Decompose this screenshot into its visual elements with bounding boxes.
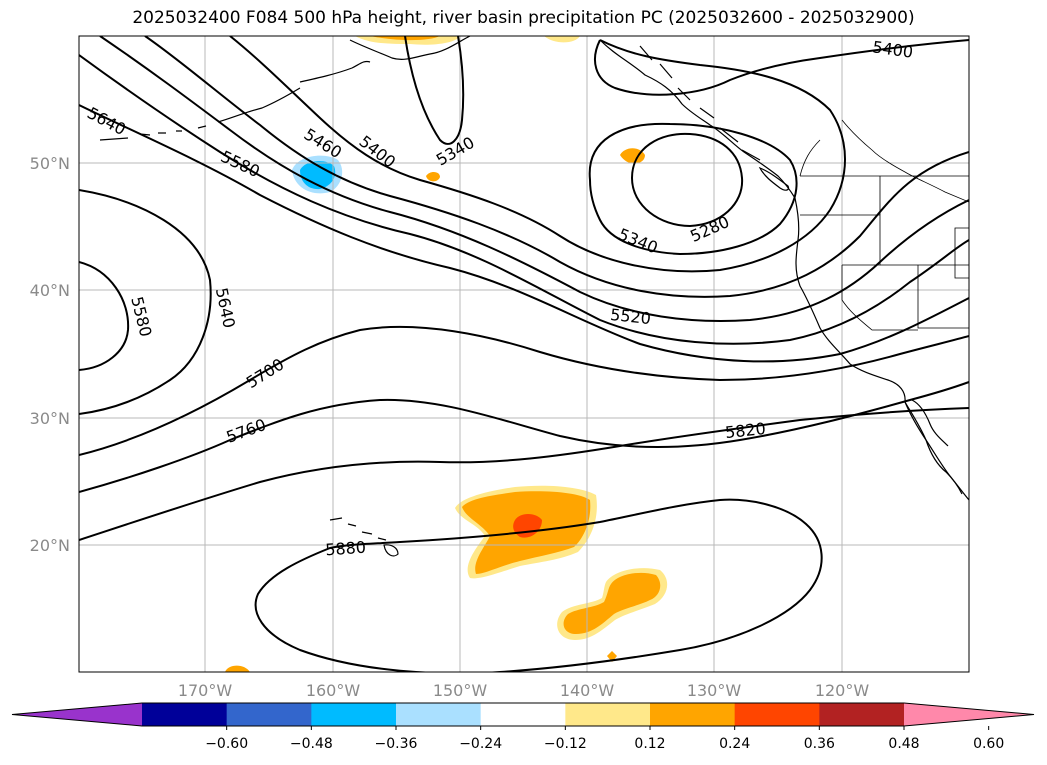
map-frame — [78, 35, 970, 673]
lon-label: 150°W — [433, 681, 488, 700]
colorbar-tick-label: −0.12 — [544, 736, 587, 752]
colorbar-tick-label: 0.12 — [634, 736, 665, 752]
contour-label: 5820 — [724, 419, 766, 442]
coastlines — [99, 36, 969, 557]
lon-label: 130°W — [687, 681, 742, 700]
longitude-labels: 170°W 160°W 150°W 140°W 130°W 120°W — [178, 681, 870, 700]
colorbar-segment — [311, 703, 397, 726]
colorbar-segment — [650, 703, 736, 726]
colorbar-tick-label: 0.48 — [888, 736, 919, 752]
colorbar-tick-label: −0.48 — [290, 736, 333, 752]
map-title: 2025032400 F084 500 hPa height, river ba… — [132, 8, 915, 28]
colorbar-segment — [819, 703, 905, 726]
lat-label: 40°N — [30, 281, 70, 300]
lon-label: 160°W — [306, 681, 361, 700]
colorbar-segment — [734, 703, 820, 726]
colorbar: −0.60 −0.48 −0.36 −0.24 −0.12 0.12 0.24 0.36 0.4… — [11, 702, 1035, 752]
lat-label: 30°N — [30, 409, 70, 428]
lon-label: 120°W — [815, 681, 870, 700]
colorbar-segment — [480, 703, 566, 726]
lat-label: 20°N — [30, 536, 70, 555]
colorbar-tick-label: 0.36 — [804, 736, 835, 752]
colorbar-outline — [11, 702, 1035, 727]
colorbar-segment — [396, 703, 482, 726]
colorbar-tick-label: −0.24 — [459, 736, 502, 752]
latitude-labels: 50°N 40°N 30°N 20°N — [30, 154, 70, 555]
colorbar-extend-high — [904, 703, 1034, 726]
lon-label: 140°W — [560, 681, 615, 700]
colorbar-extend-low — [12, 703, 142, 726]
political-borders — [799, 119, 969, 331]
colorbar-segment — [142, 703, 228, 726]
colorbar-segment — [565, 703, 651, 726]
contour-label: 5520 — [609, 305, 651, 328]
colorbar-segment — [226, 703, 312, 726]
colorbar-tick-label: 0.60 — [973, 736, 1004, 752]
contour-label: 5880 — [325, 538, 367, 560]
colorbar-tick-label: −0.36 — [375, 736, 418, 752]
colorbar-tick-label: 0.24 — [719, 736, 750, 752]
colorbar-tick-label: −0.60 — [205, 736, 248, 752]
lat-label: 50°N — [30, 154, 70, 173]
height-contours — [79, 36, 969, 672]
lon-label: 170°W — [178, 681, 233, 700]
